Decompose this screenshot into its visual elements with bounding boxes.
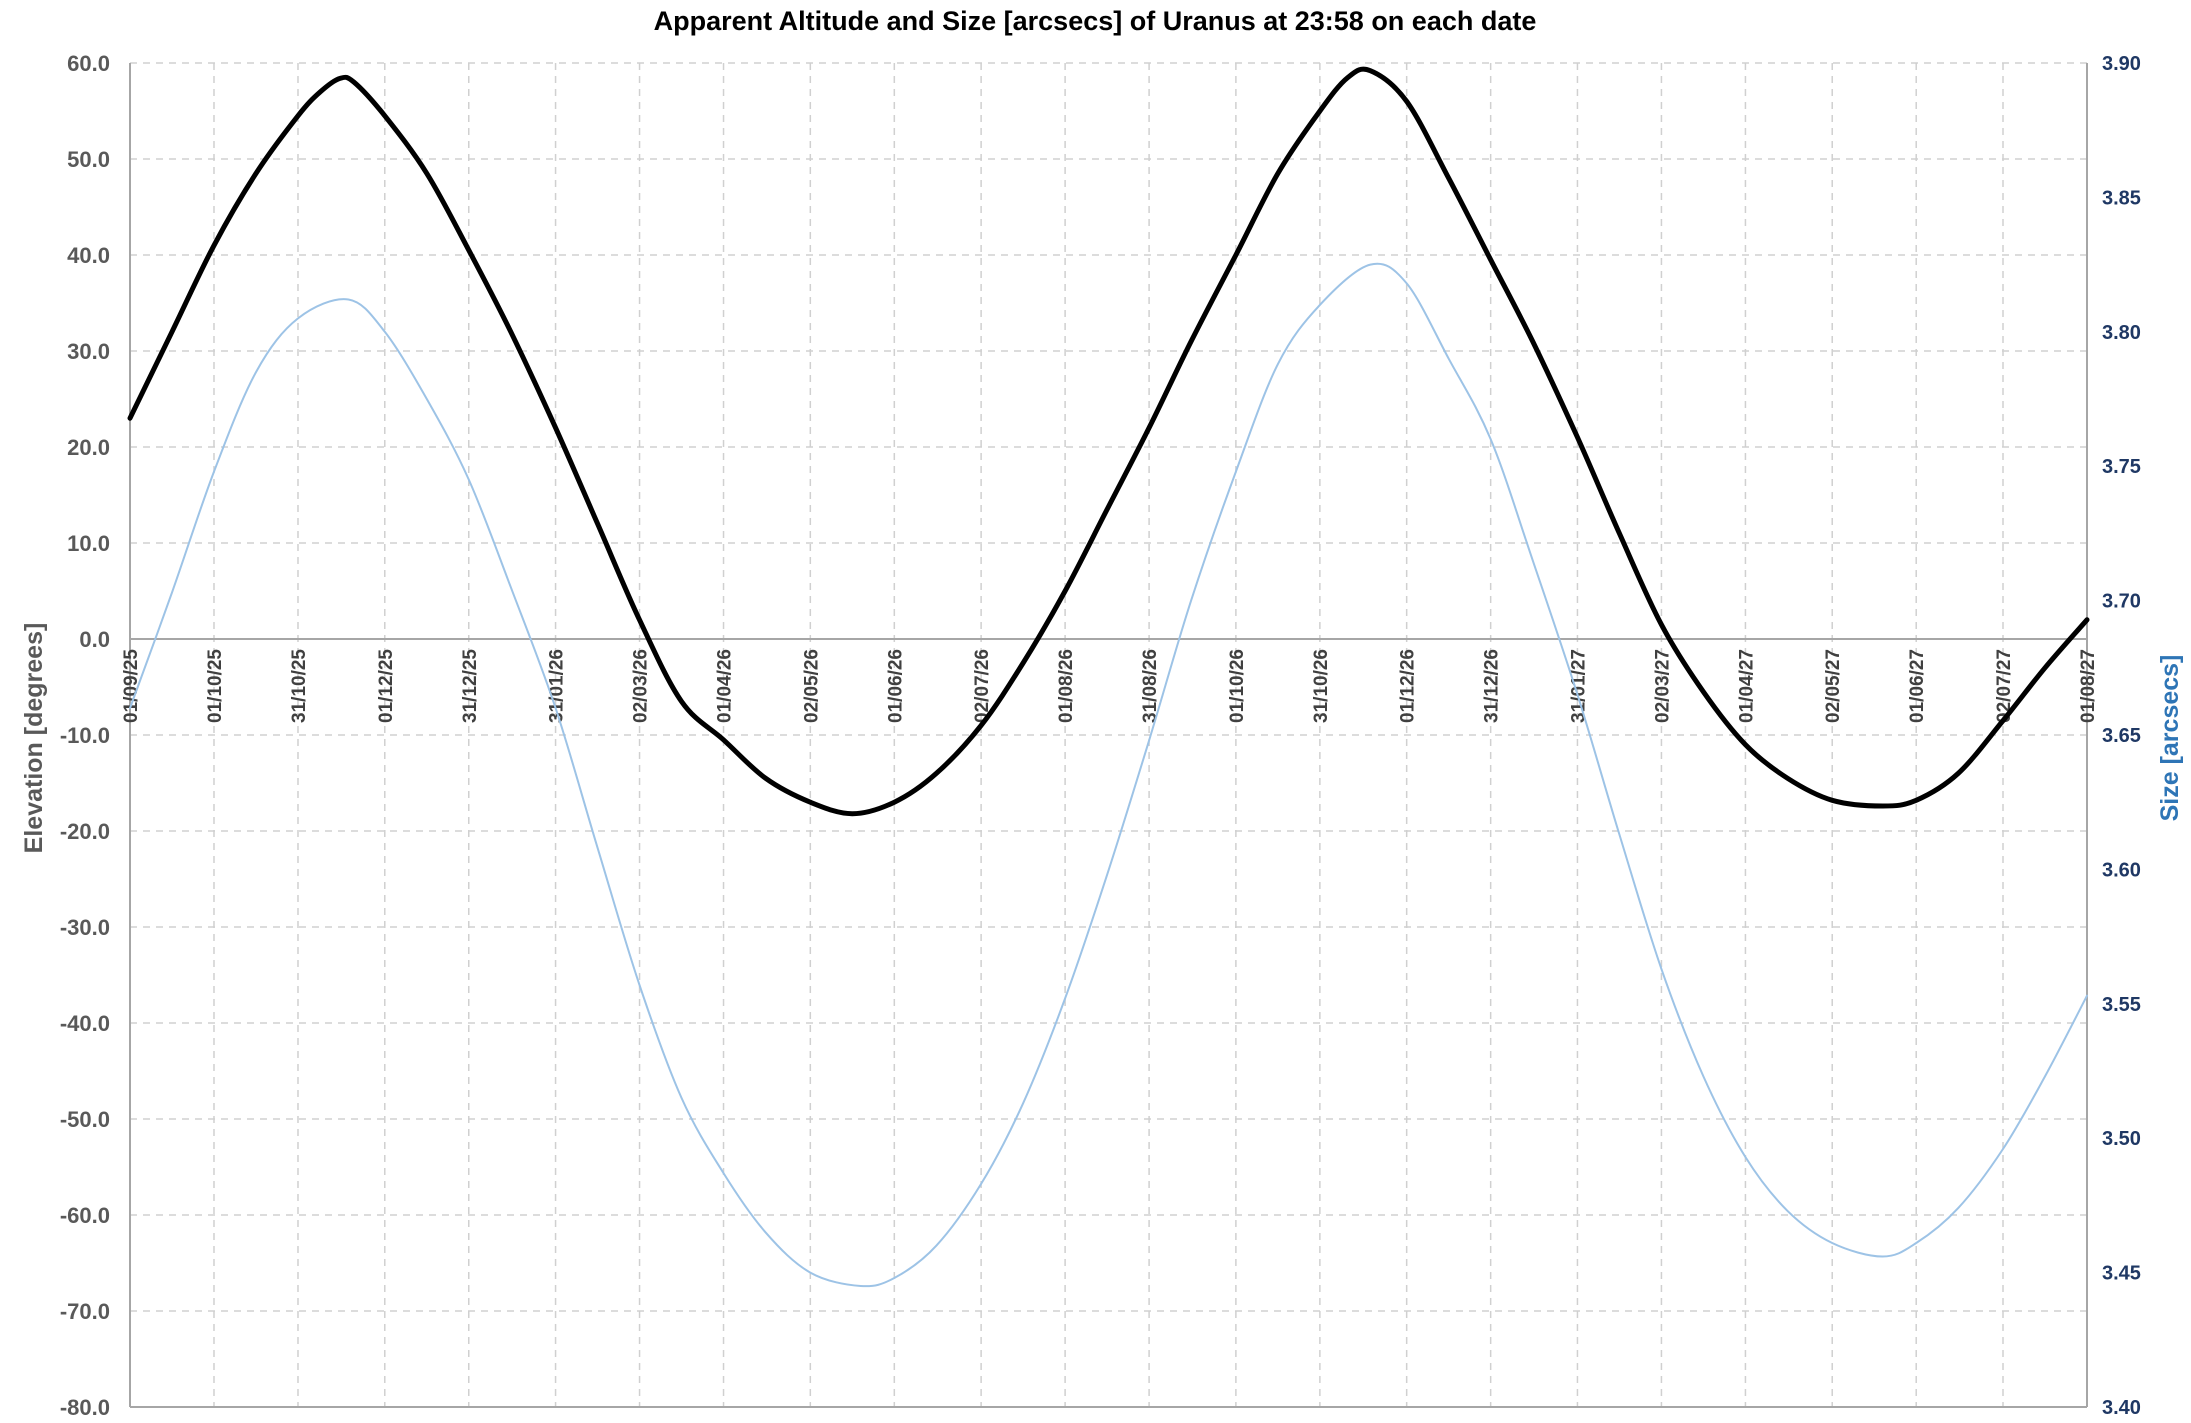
chart-title: Apparent Altitude and Size [arcsecs] of … xyxy=(654,6,1537,36)
y-tick-label: 20.0 xyxy=(67,435,110,460)
y2-axis-title: Size [arcsecs] xyxy=(2156,655,2184,822)
x-tick-label: 02/05/27 xyxy=(1823,649,1844,723)
axes: 60.0 50.0 40.0 30.0 20.0 10.0 0.0 -10.0 -20.0 -30… xyxy=(60,51,2141,1420)
x-tick-labels: 01/09/25 01/10/25 31/10/25 01/12/25 31/12/25… xyxy=(121,649,2099,723)
x-tick-label: 02/07/26 xyxy=(972,649,993,723)
grid xyxy=(130,62,2087,1408)
x-tick-label: 31/12/25 xyxy=(460,649,481,723)
x-tick-label: 01/06/26 xyxy=(885,649,906,723)
y-tick-label: 60.0 xyxy=(67,51,110,76)
y2-tick-label: 3.90 xyxy=(2102,53,2141,75)
x-tick-label: 02/03/26 xyxy=(631,649,652,723)
x-tick-label: 02/05/26 xyxy=(801,649,822,723)
x-tick-label: 01/12/26 xyxy=(1398,649,1419,723)
y-tick-label: -10.0 xyxy=(60,723,110,748)
x-tick-label: 01/04/27 xyxy=(1736,649,1757,723)
y-tick-label: 10.0 xyxy=(67,531,110,556)
x-tick-label: 02/07/27 xyxy=(1994,649,2015,723)
y-tick-label: 0.0 xyxy=(79,627,110,652)
x-tick-label: 31/01/26 xyxy=(547,649,568,723)
x-tick-label: 01/09/25 xyxy=(121,649,142,723)
y-tick-label: 30.0 xyxy=(67,339,110,364)
x-tick-label: 01/10/25 xyxy=(205,649,226,723)
y-tick-label: -70.0 xyxy=(60,1299,110,1324)
x-tick-label: 01/08/27 xyxy=(2078,649,2099,723)
y2-tick-label: 3.40 xyxy=(2102,1397,2141,1419)
x-tick-label: 01/08/26 xyxy=(1056,649,1077,723)
altitude-series-line xyxy=(127,66,2090,817)
x-tick-label: 01/10/26 xyxy=(1227,649,1248,723)
y-tick-label: -30.0 xyxy=(60,915,110,940)
y-tick-label: -40.0 xyxy=(60,1011,110,1036)
size-series-line xyxy=(129,262,2088,1288)
x-tick-label: 02/03/27 xyxy=(1652,649,1673,723)
x-tick-label: 31/10/26 xyxy=(1311,649,1332,723)
y2-tick-label: 3.45 xyxy=(2102,1263,2141,1285)
x-tick-label: 31/12/26 xyxy=(1482,649,1503,723)
x-tick-label: 31/01/27 xyxy=(1568,649,1589,723)
y-tick-label: 50.0 xyxy=(67,147,110,172)
x-tick-label: 01/06/27 xyxy=(1907,649,1928,723)
y-tick-label: -50.0 xyxy=(60,1107,110,1132)
y2-tick-label: 3.55 xyxy=(2102,994,2141,1016)
series xyxy=(127,66,2090,1288)
y2-tick-label: 3.65 xyxy=(2102,725,2141,747)
y-tick-label: -20.0 xyxy=(60,819,110,844)
y2-tick-label: 3.60 xyxy=(2102,859,2141,881)
y2-tick-label: 3.50 xyxy=(2102,1128,2141,1150)
y2-tick-label: 3.75 xyxy=(2102,456,2141,478)
y-tick-label: -80.0 xyxy=(60,1395,110,1420)
y2-tick-label: 3.85 xyxy=(2102,187,2141,209)
x-tick-label: 01/12/25 xyxy=(376,649,397,723)
x-tick-label: 31/10/25 xyxy=(289,649,310,723)
y-tick-label: -60.0 xyxy=(60,1203,110,1228)
x-tick-label: 01/04/26 xyxy=(715,649,736,723)
y-axis-title: Elevation [degrees] xyxy=(20,623,48,854)
y-tick-label: 40.0 xyxy=(67,243,110,268)
y2-tick-label: 3.70 xyxy=(2102,591,2141,613)
y2-tick-label: 3.80 xyxy=(2102,322,2141,344)
x-tick-label: 31/08/26 xyxy=(1140,649,1161,723)
